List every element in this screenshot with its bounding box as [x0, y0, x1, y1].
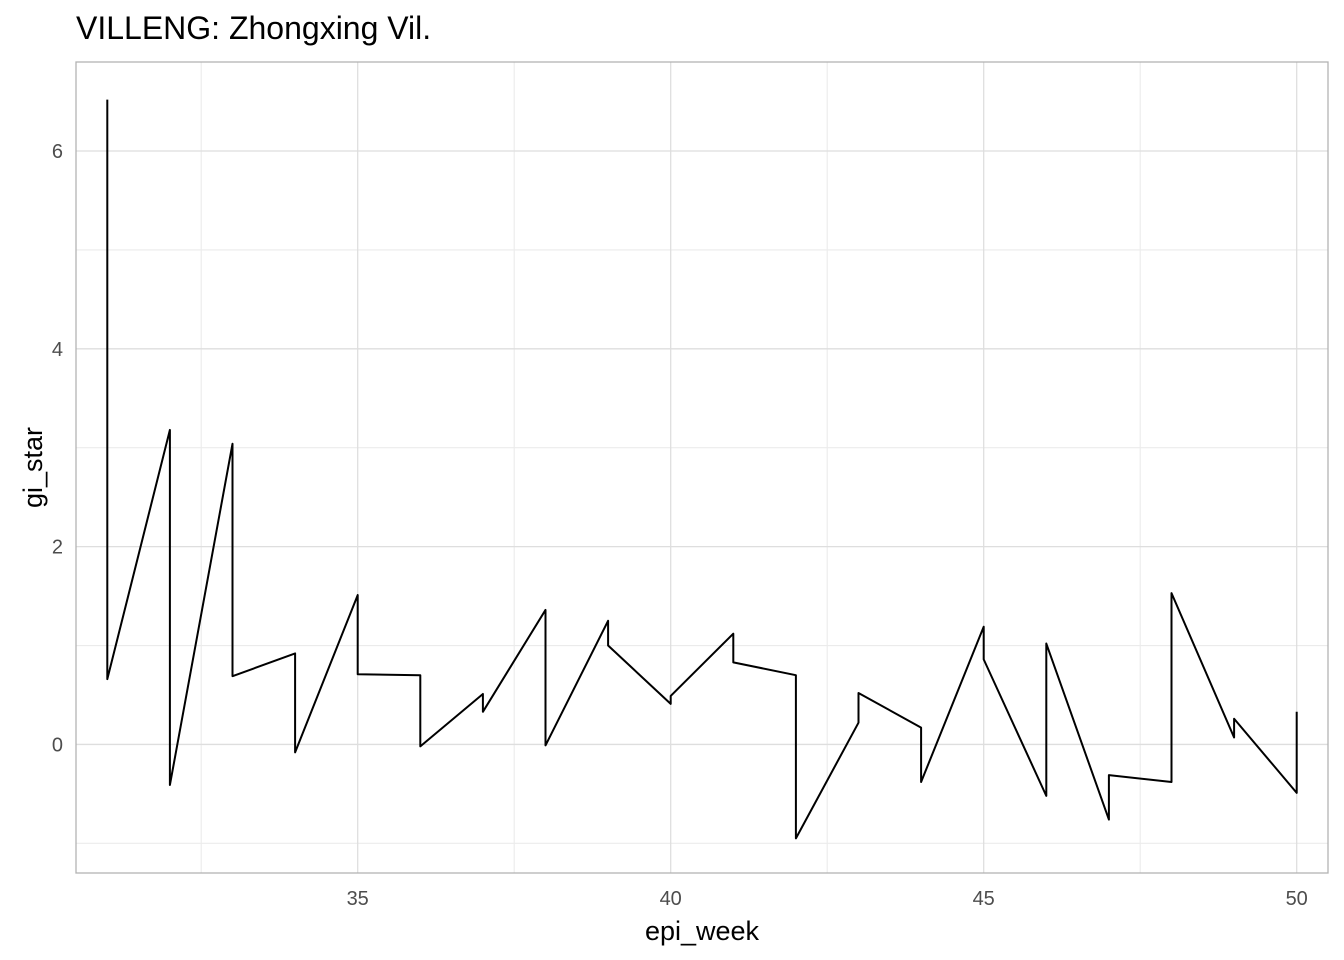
major-gridlines: [76, 62, 1328, 873]
x-tick-label: 35: [347, 888, 369, 910]
x-tick-label: 45: [973, 888, 995, 910]
y-axis-title: gi_star: [18, 427, 48, 508]
minor-gridlines: [76, 62, 1328, 873]
x-tick-labels: 35 40 45 50: [347, 888, 1308, 910]
chart-title: VILLENG: Zhongxing Vil.: [76, 10, 432, 46]
series-layer: [106, 99, 1298, 840]
y-tick-label: 0: [52, 734, 63, 756]
x-tick-label: 50: [1286, 888, 1308, 910]
panel-border: [75, 61, 1329, 874]
y-tick-labels: 0 2 4 6: [52, 141, 63, 756]
x-axis-title: epi_week: [645, 916, 760, 946]
x-tick-label: 40: [660, 888, 682, 910]
y-tick-label: 2: [52, 537, 63, 559]
y-tick-label: 4: [52, 339, 63, 361]
series-line: [106, 99, 1298, 840]
y-tick-label: 6: [52, 141, 63, 163]
